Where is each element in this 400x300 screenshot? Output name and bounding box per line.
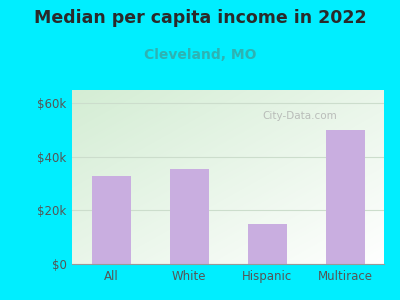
Text: Cleveland, MO: Cleveland, MO bbox=[144, 48, 256, 62]
Text: City-Data.com: City-Data.com bbox=[262, 111, 337, 121]
Bar bbox=[170, 169, 208, 264]
Bar bbox=[92, 176, 130, 264]
Bar bbox=[326, 130, 364, 264]
Bar bbox=[248, 224, 286, 264]
Text: Median per capita income in 2022: Median per capita income in 2022 bbox=[34, 9, 366, 27]
